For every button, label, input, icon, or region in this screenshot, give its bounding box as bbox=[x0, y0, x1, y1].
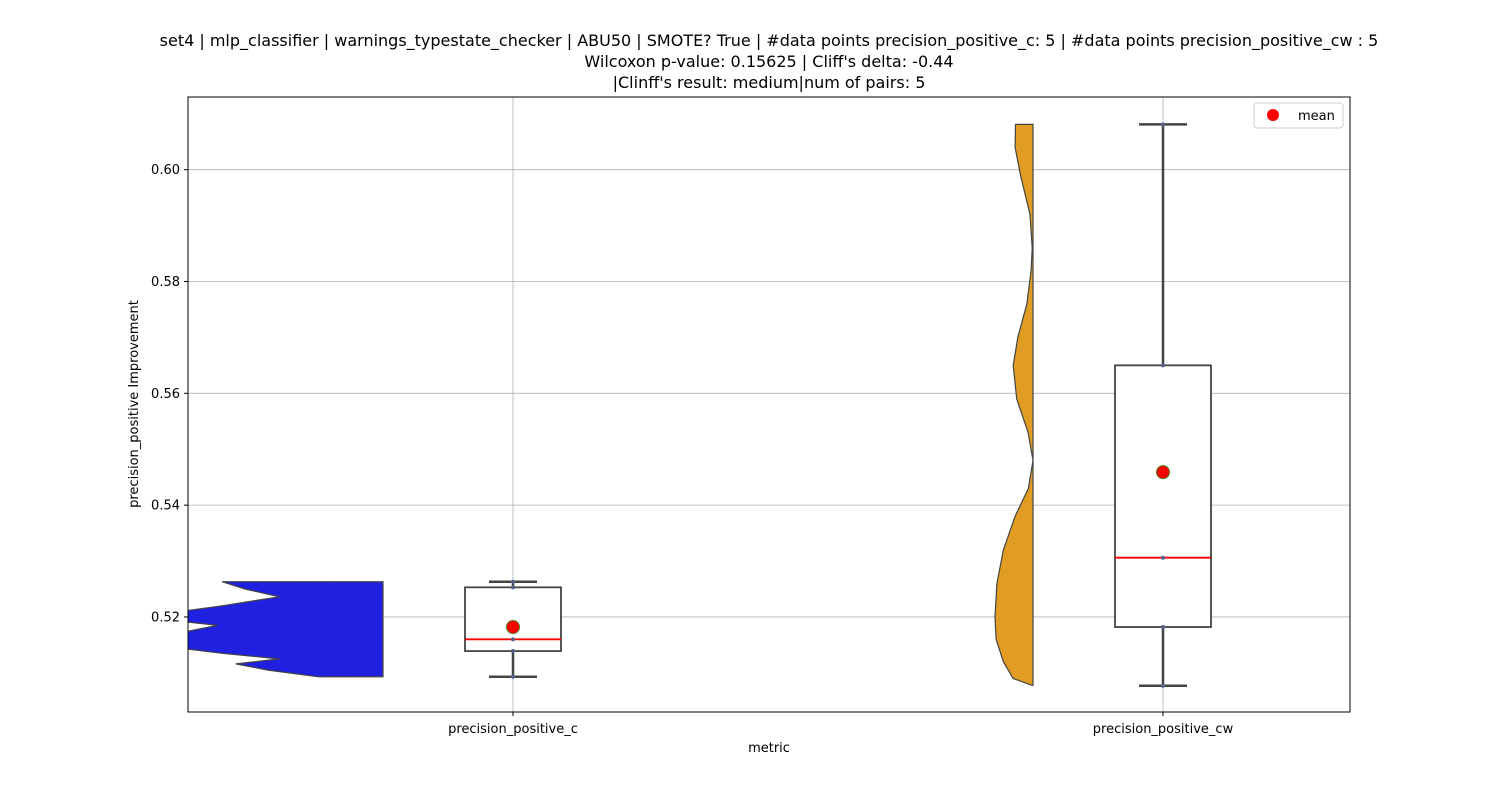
y-axis-label: precision_positive Improvement bbox=[127, 300, 142, 508]
x-axis-label: metric bbox=[748, 741, 790, 756]
y-tick-label: 0.54 bbox=[151, 499, 180, 514]
data-point-precision_positive_c bbox=[511, 649, 515, 654]
box-layer bbox=[464, 122, 1212, 688]
data-point-precision_positive_cw bbox=[1161, 555, 1165, 560]
violin-layer bbox=[188, 123, 1034, 687]
y-tick-label: 0.60 bbox=[151, 163, 180, 178]
box-precision_positive_cw bbox=[1114, 364, 1212, 628]
data-point-precision_positive_cw bbox=[1161, 122, 1165, 127]
violin-precision_positive_cw bbox=[994, 123, 1034, 687]
chart-title-line-1: set4 | mlp_classifier | warnings_typesta… bbox=[159, 31, 1379, 50]
x-tick-label: precision_positive_c bbox=[448, 722, 578, 737]
data-point-precision_positive_cw bbox=[1161, 683, 1165, 688]
data-point-precision_positive_c bbox=[511, 674, 515, 679]
violin-precision_positive_c bbox=[188, 581, 384, 678]
mean-marker-precision_positive_c bbox=[506, 620, 520, 635]
data-point-precision_positive_c bbox=[511, 579, 515, 584]
axis-layer: 0.52 0.54 0.56 0.58 0.60 precision_positive_c… bbox=[151, 163, 1234, 737]
data-point-precision_positive_c bbox=[511, 585, 515, 590]
y-tick-label: 0.52 bbox=[151, 610, 180, 625]
data-point-precision_positive_cw bbox=[1161, 363, 1165, 368]
legend-box bbox=[1253, 102, 1344, 129]
data-point-precision_positive_c bbox=[511, 637, 515, 642]
data-point-precision_positive_cw bbox=[1161, 625, 1165, 630]
legend: mean bbox=[1253, 102, 1344, 129]
chart-title-line-3: |Clinff's result: medium|num of pairs: 5 bbox=[612, 73, 926, 92]
legend-mean-marker bbox=[1267, 109, 1279, 121]
legend-mean-label: mean bbox=[1298, 109, 1335, 124]
mean-marker-precision_positive_cw bbox=[1156, 465, 1170, 480]
chart-title-line-2: Wilcoxon p-value: 0.15625 | Cliff's delt… bbox=[584, 52, 954, 71]
y-tick-label: 0.56 bbox=[151, 387, 180, 402]
plot-frame bbox=[187, 96, 1351, 713]
x-tick-label: precision_positive_cw bbox=[1093, 722, 1234, 737]
box-precision_positive_c bbox=[464, 586, 562, 652]
y-tick-label: 0.58 bbox=[151, 275, 180, 290]
